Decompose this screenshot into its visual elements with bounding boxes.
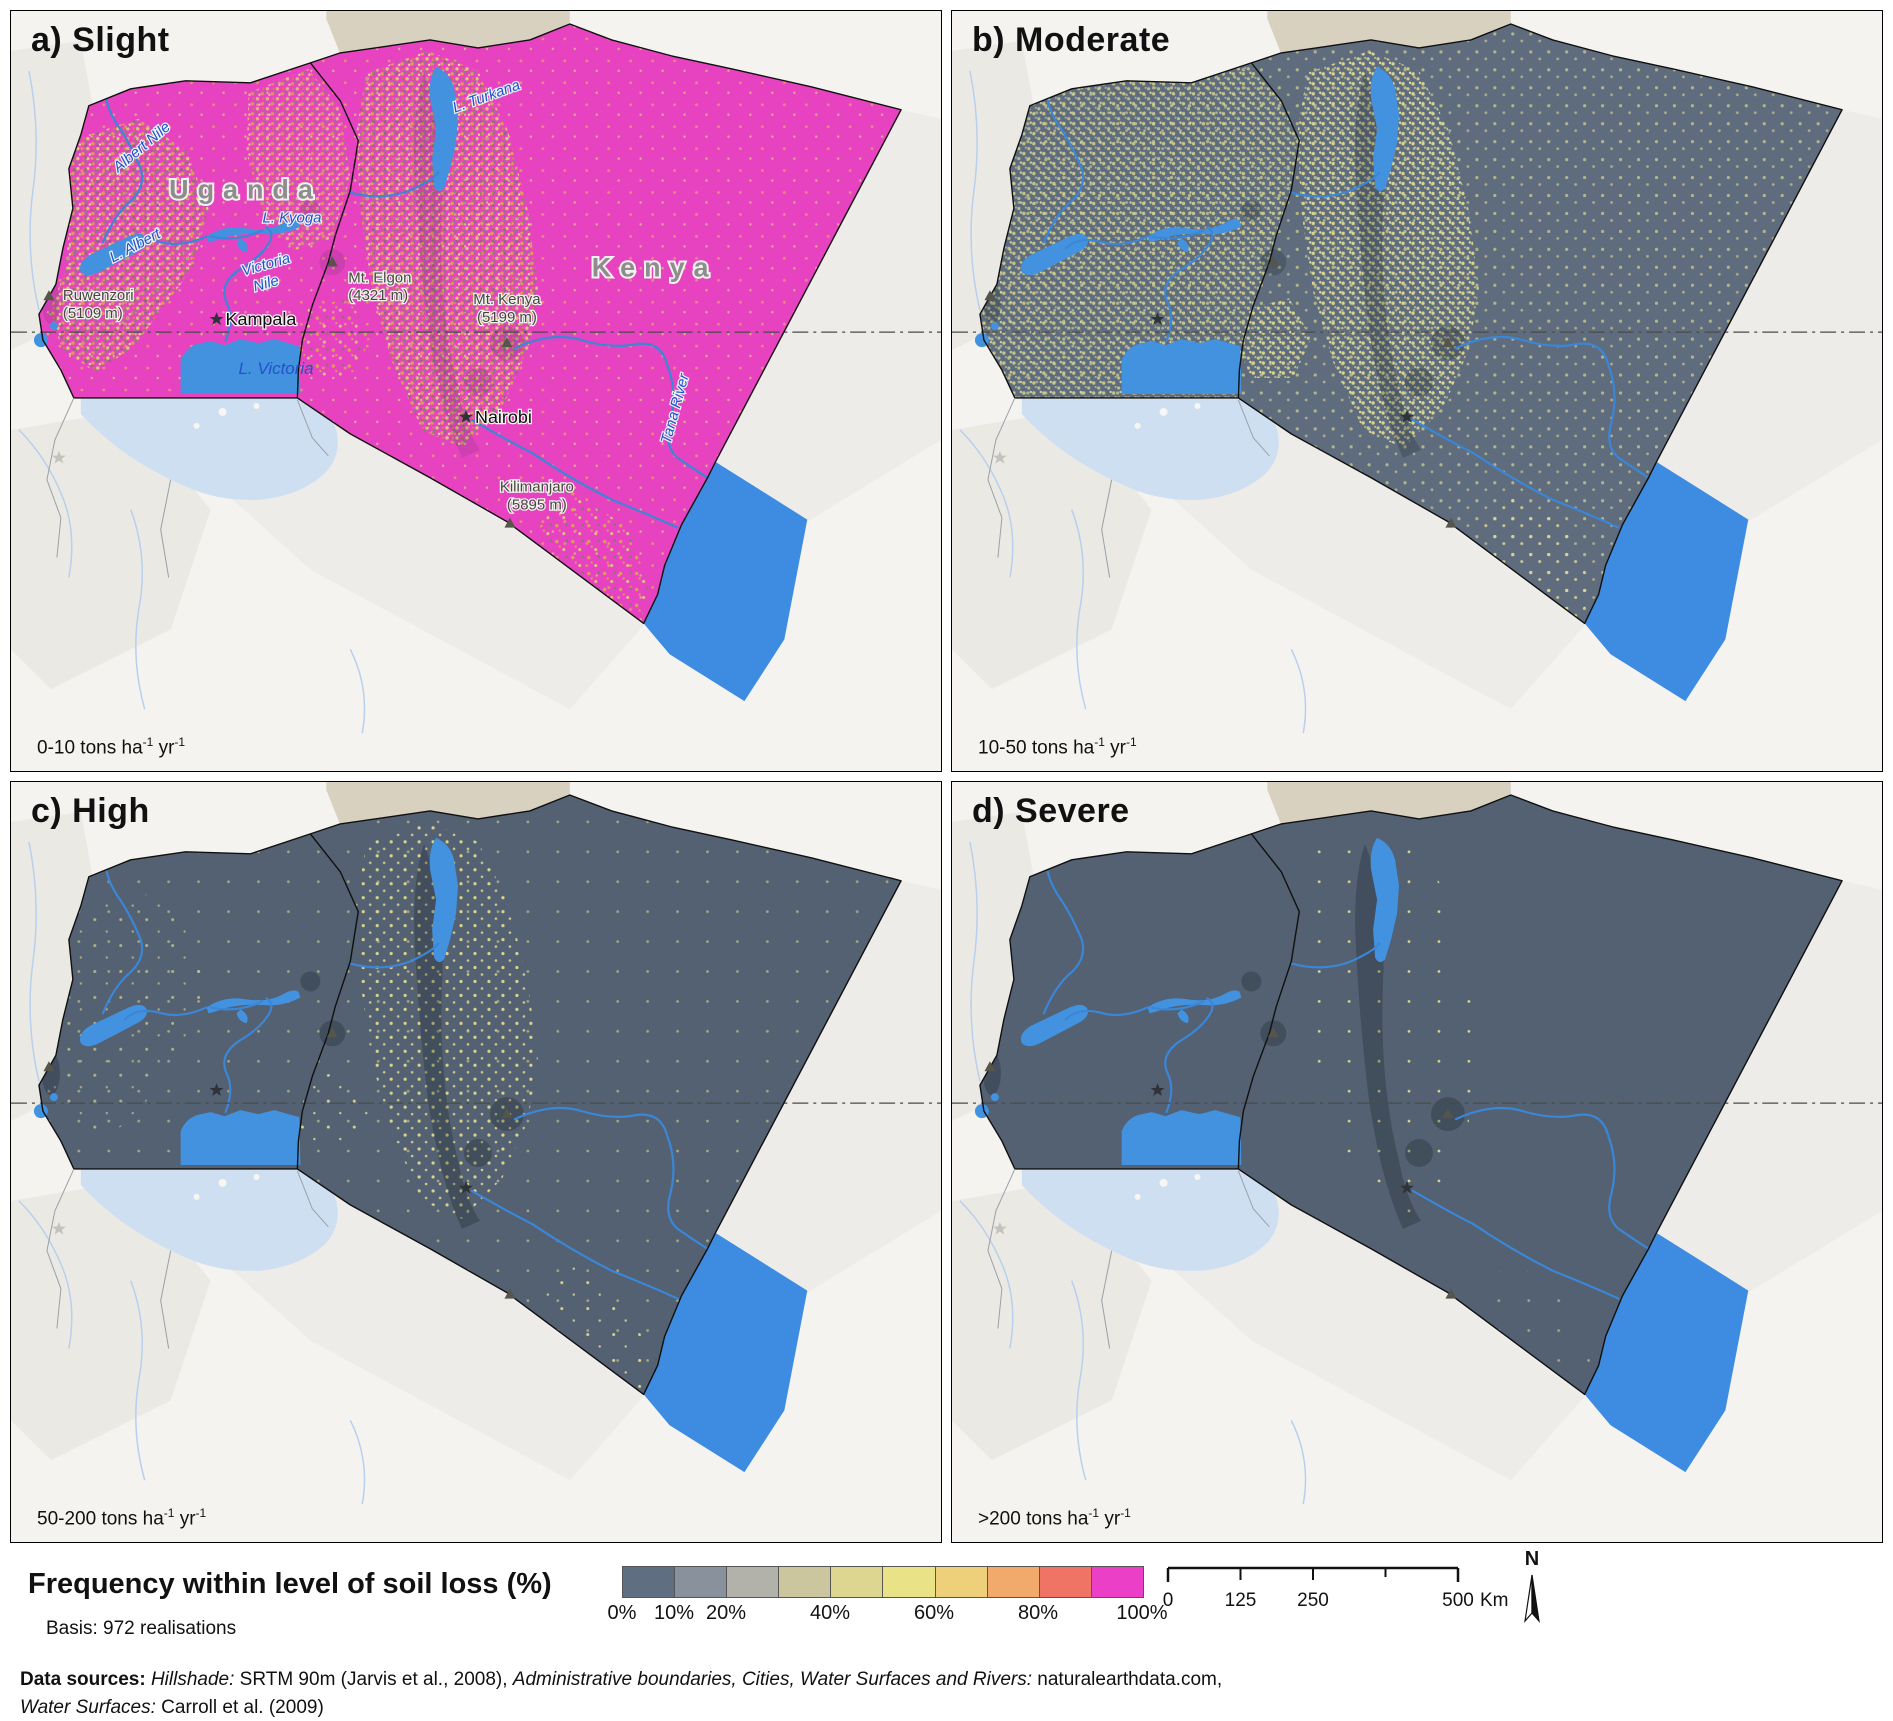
north-arrow: N <box>1512 1548 1552 1632</box>
ramp-tick-label: 100% <box>1116 1602 1168 1624</box>
label-lake-victoria: L. Victoria <box>239 359 314 378</box>
label-ruwenzori: Ruwenzori <box>63 287 134 304</box>
ramp-tick-label: 0% <box>607 1602 637 1624</box>
legend-title: Frequency within level of soil loss (%) <box>28 1568 552 1600</box>
ramp-segment <box>935 1567 988 1597</box>
panel-c-range-note: 50-200 tons ha-1 yr-1 <box>37 1505 207 1529</box>
label-kampala: Kampala <box>226 309 297 329</box>
panel-d-severe: d) Severe >200 tons ha-1 yr-1 <box>951 781 1883 1543</box>
panel-b-moderate: b) Moderate 10-50 tons ha-1 yr-1 <box>951 10 1883 772</box>
ramp-segment <box>1039 1567 1092 1597</box>
panel-b-title: b) Moderate <box>972 21 1171 59</box>
svg-text:(5109 m): (5109 m) <box>63 305 123 322</box>
ramp-tick-label: 80% <box>1017 1602 1059 1624</box>
sources-line-1: Data sources: Hillshade: SRTM 90m (Jarvi… <box>20 1669 1223 1690</box>
ramp-segment <box>779 1567 832 1597</box>
panel-a-range-note: 0-10 tons ha-1 yr-1 <box>37 734 186 758</box>
label-lake-kyoga: L. Kyoga <box>262 209 321 226</box>
sources-line-2: Water Surfaces: Carroll et al. (2009) <box>20 1696 324 1718</box>
color-ramp: 0% 10% 20% 40% 60% 80% 100% <box>608 1566 1168 1628</box>
scale-bar: 0 125 250 500 Km <box>1163 1566 1508 1611</box>
map-c <box>11 782 941 1542</box>
label-nairobi: Nairobi <box>475 407 532 427</box>
panel-c-title: c) High <box>31 792 150 830</box>
north-arrow-icon <box>1524 1574 1540 1623</box>
svg-text:(5895 m): (5895 m) <box>507 497 567 514</box>
data-sources: Data sources: Hillshade: SRTM 90m (Jarvi… <box>20 1666 1893 1721</box>
svg-text:Km: Km <box>1480 1590 1508 1611</box>
svg-text:250: 250 <box>1297 1590 1329 1611</box>
ramp-segment <box>831 1567 884 1597</box>
ramp-segment <box>987 1567 1040 1597</box>
ramp-tick-label: 40% <box>809 1602 851 1624</box>
ramp-tick-label: 20% <box>705 1602 747 1624</box>
ramp-tick-label: 10% <box>653 1602 695 1624</box>
svg-text:125: 125 <box>1225 1590 1257 1611</box>
legend-basis: Basis: 972 realisations <box>46 1618 237 1639</box>
panel-a-title: a) Slight <box>31 21 170 59</box>
ramp-segment <box>623 1567 676 1597</box>
label-mt-elgon: Mt. Elgon <box>348 269 411 286</box>
svg-text:(5199 m): (5199 m) <box>477 309 537 326</box>
figure-footer: Frequency within level of soil loss (%) … <box>0 1546 1893 1658</box>
ramp-segment <box>727 1567 780 1597</box>
label-kilimanjaro: Kilimanjaro <box>500 479 574 496</box>
svg-text:0: 0 <box>1163 1590 1174 1611</box>
panel-a-slight: Albert Nile Uganda L. Turkana L. Kyoga L… <box>10 10 942 772</box>
svg-text:(4321 m): (4321 m) <box>348 287 408 304</box>
label-uganda: Uganda <box>169 175 322 205</box>
ramp-tick-label: 60% <box>913 1602 955 1624</box>
label-mt-kenya: Mt. Kenya <box>473 291 541 308</box>
ramp-segment <box>1091 1567 1143 1597</box>
map-figure: Albert Nile Uganda L. Turkana L. Kyoga L… <box>10 10 1883 1543</box>
svg-text:500: 500 <box>1442 1590 1474 1611</box>
map-d <box>952 782 1882 1542</box>
ramp-segment <box>883 1567 936 1597</box>
map-a: Albert Nile Uganda L. Turkana L. Kyoga L… <box>11 11 941 771</box>
panel-d-title: d) Severe <box>972 792 1130 830</box>
panel-d-range-note: >200 tons ha-1 yr-1 <box>978 1505 1131 1529</box>
ramp-segment <box>675 1567 728 1597</box>
panel-c-high: c) High 50-200 tons ha-1 yr-1 <box>10 781 942 1543</box>
label-kenya: Kenya <box>592 252 718 282</box>
panel-b-range-note: 10-50 tons ha-1 yr-1 <box>978 734 1137 758</box>
map-b <box>952 11 1882 771</box>
